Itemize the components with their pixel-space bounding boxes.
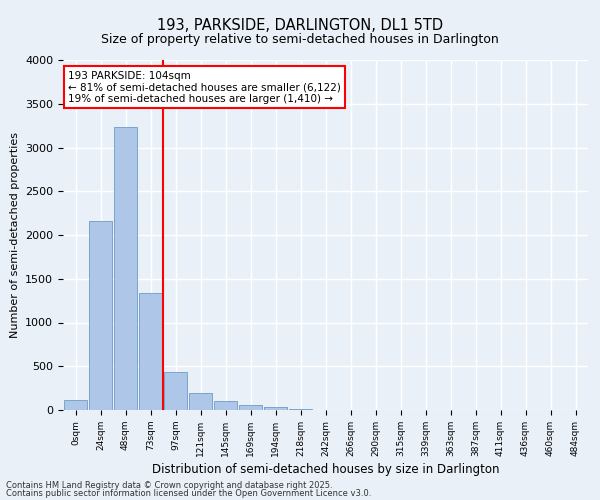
- Bar: [289, 409, 312, 410]
- Bar: [239, 405, 262, 410]
- Bar: [89, 221, 112, 410]
- Bar: [164, 372, 187, 410]
- Bar: [189, 393, 212, 410]
- Bar: [264, 408, 287, 410]
- Bar: [114, 128, 137, 410]
- Text: Contains public sector information licensed under the Open Government Licence v3: Contains public sector information licen…: [6, 488, 371, 498]
- Text: Contains HM Land Registry data © Crown copyright and database right 2025.: Contains HM Land Registry data © Crown c…: [6, 481, 332, 490]
- Bar: [214, 401, 237, 410]
- Y-axis label: Number of semi-detached properties: Number of semi-detached properties: [10, 132, 20, 338]
- Text: Size of property relative to semi-detached houses in Darlington: Size of property relative to semi-detach…: [101, 32, 499, 46]
- Text: 193, PARKSIDE, DARLINGTON, DL1 5TD: 193, PARKSIDE, DARLINGTON, DL1 5TD: [157, 18, 443, 32]
- Text: 193 PARKSIDE: 104sqm
← 81% of semi-detached houses are smaller (6,122)
19% of se: 193 PARKSIDE: 104sqm ← 81% of semi-detac…: [68, 70, 341, 104]
- Bar: [64, 400, 87, 410]
- X-axis label: Distribution of semi-detached houses by size in Darlington: Distribution of semi-detached houses by …: [152, 463, 499, 476]
- Bar: [139, 292, 162, 410]
